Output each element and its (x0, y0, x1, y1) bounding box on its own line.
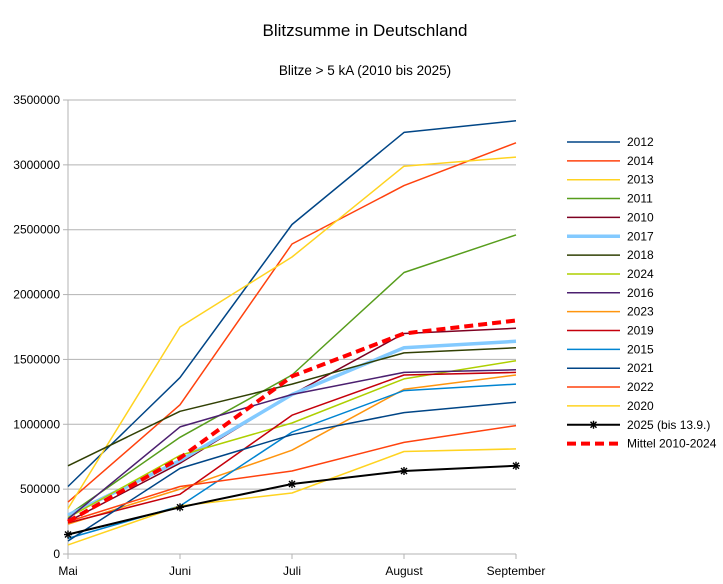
legend: 2012 2014 2013 2011 2010 2017 2018 2024 2016 2023… (567, 135, 717, 451)
legend-label: 2014 (627, 154, 654, 168)
star-marker (512, 461, 520, 470)
x-tick-label: Juni (169, 564, 191, 578)
legend-label: 2022 (627, 380, 654, 394)
star-marker (176, 503, 184, 512)
x-axis-ticks: Mai Juni Juli August September (58, 564, 545, 578)
x-tick-label: September (487, 564, 546, 578)
series-line (67, 424, 517, 523)
y-tick-label: 3500000 (13, 93, 60, 107)
legend-item: 2015 (567, 342, 654, 356)
legend-label: 2012 (627, 135, 654, 149)
legend-item: 2019 (567, 324, 654, 338)
legend-label: 2010 (627, 210, 654, 224)
series-line (67, 369, 517, 520)
legend-item: 2010 (567, 210, 654, 224)
series-lines (64, 120, 520, 546)
chart-subtitle: Blitze > 5 kA (2010 bis 2025) (279, 63, 451, 78)
y-tick-label: 2500000 (13, 223, 60, 237)
legend-item: 2017 (567, 229, 654, 243)
legend-item: Mittel 2010-2024 (567, 437, 717, 451)
star-marker (64, 530, 72, 539)
series-line (67, 359, 517, 519)
y-tick-label: 3000000 (13, 158, 60, 172)
legend-label: 2021 (627, 361, 654, 375)
series-line (67, 371, 517, 524)
legend-item: 2012 (567, 135, 654, 149)
star-marker (400, 466, 408, 475)
series-line (67, 318, 517, 524)
legend-label: 2025 (bis 13.9.) (627, 418, 710, 432)
legend-item: 2023 (567, 305, 654, 319)
grid-lines (63, 99, 517, 559)
legend-item: 2013 (567, 173, 654, 187)
legend-item: 2024 (567, 267, 654, 281)
legend-item: 2011 (567, 192, 653, 206)
legend-item: 2020 (567, 399, 654, 413)
legend-label: 2013 (627, 173, 654, 187)
x-tick-label: Mai (58, 564, 77, 578)
y-tick-label: 2000000 (13, 288, 60, 302)
y-tick-label: 1000000 (13, 417, 60, 431)
x-tick-label: August (385, 564, 423, 578)
legend-label: Mittel 2010-2024 (627, 437, 717, 451)
series-line (67, 142, 517, 503)
series-line (67, 374, 517, 525)
legend-item: 2022 (567, 380, 654, 394)
legend-label: 2016 (627, 286, 654, 300)
legend-item: 2018 (567, 248, 654, 262)
legend-label: 2020 (627, 399, 654, 413)
legend-item: 2016 (567, 286, 654, 300)
series-line (67, 156, 517, 509)
y-tick-label: 1500000 (13, 352, 60, 366)
x-tick-label: Juli (283, 564, 301, 578)
legend-label: 2015 (627, 342, 654, 356)
legend-label: 2018 (627, 248, 654, 262)
legend-item: 2021 (567, 361, 654, 375)
series-line (67, 401, 517, 542)
legend-label: 2019 (627, 324, 654, 338)
legend-label: 2017 (627, 229, 654, 243)
legend-label: 2011 (627, 192, 653, 206)
legend-item: 2014 (567, 154, 654, 168)
legend-item: 2025 (bis 13.9.) (567, 418, 710, 432)
y-tick-label: 500000 (20, 482, 60, 496)
chart-title: Blitzsumme in Deutschland (262, 21, 467, 40)
series-line (67, 383, 517, 540)
series-line (67, 448, 517, 546)
y-tick-label: 0 (53, 547, 60, 561)
legend-label: 2023 (627, 305, 654, 319)
series-line (67, 120, 517, 488)
y-axis-ticks: 0 500000 1000000 1500000 2000000 2500000 30000… (13, 93, 60, 561)
star-marker (288, 479, 296, 488)
legend-label: 2024 (627, 267, 654, 281)
star-marker (589, 420, 598, 429)
series-line (67, 347, 517, 467)
